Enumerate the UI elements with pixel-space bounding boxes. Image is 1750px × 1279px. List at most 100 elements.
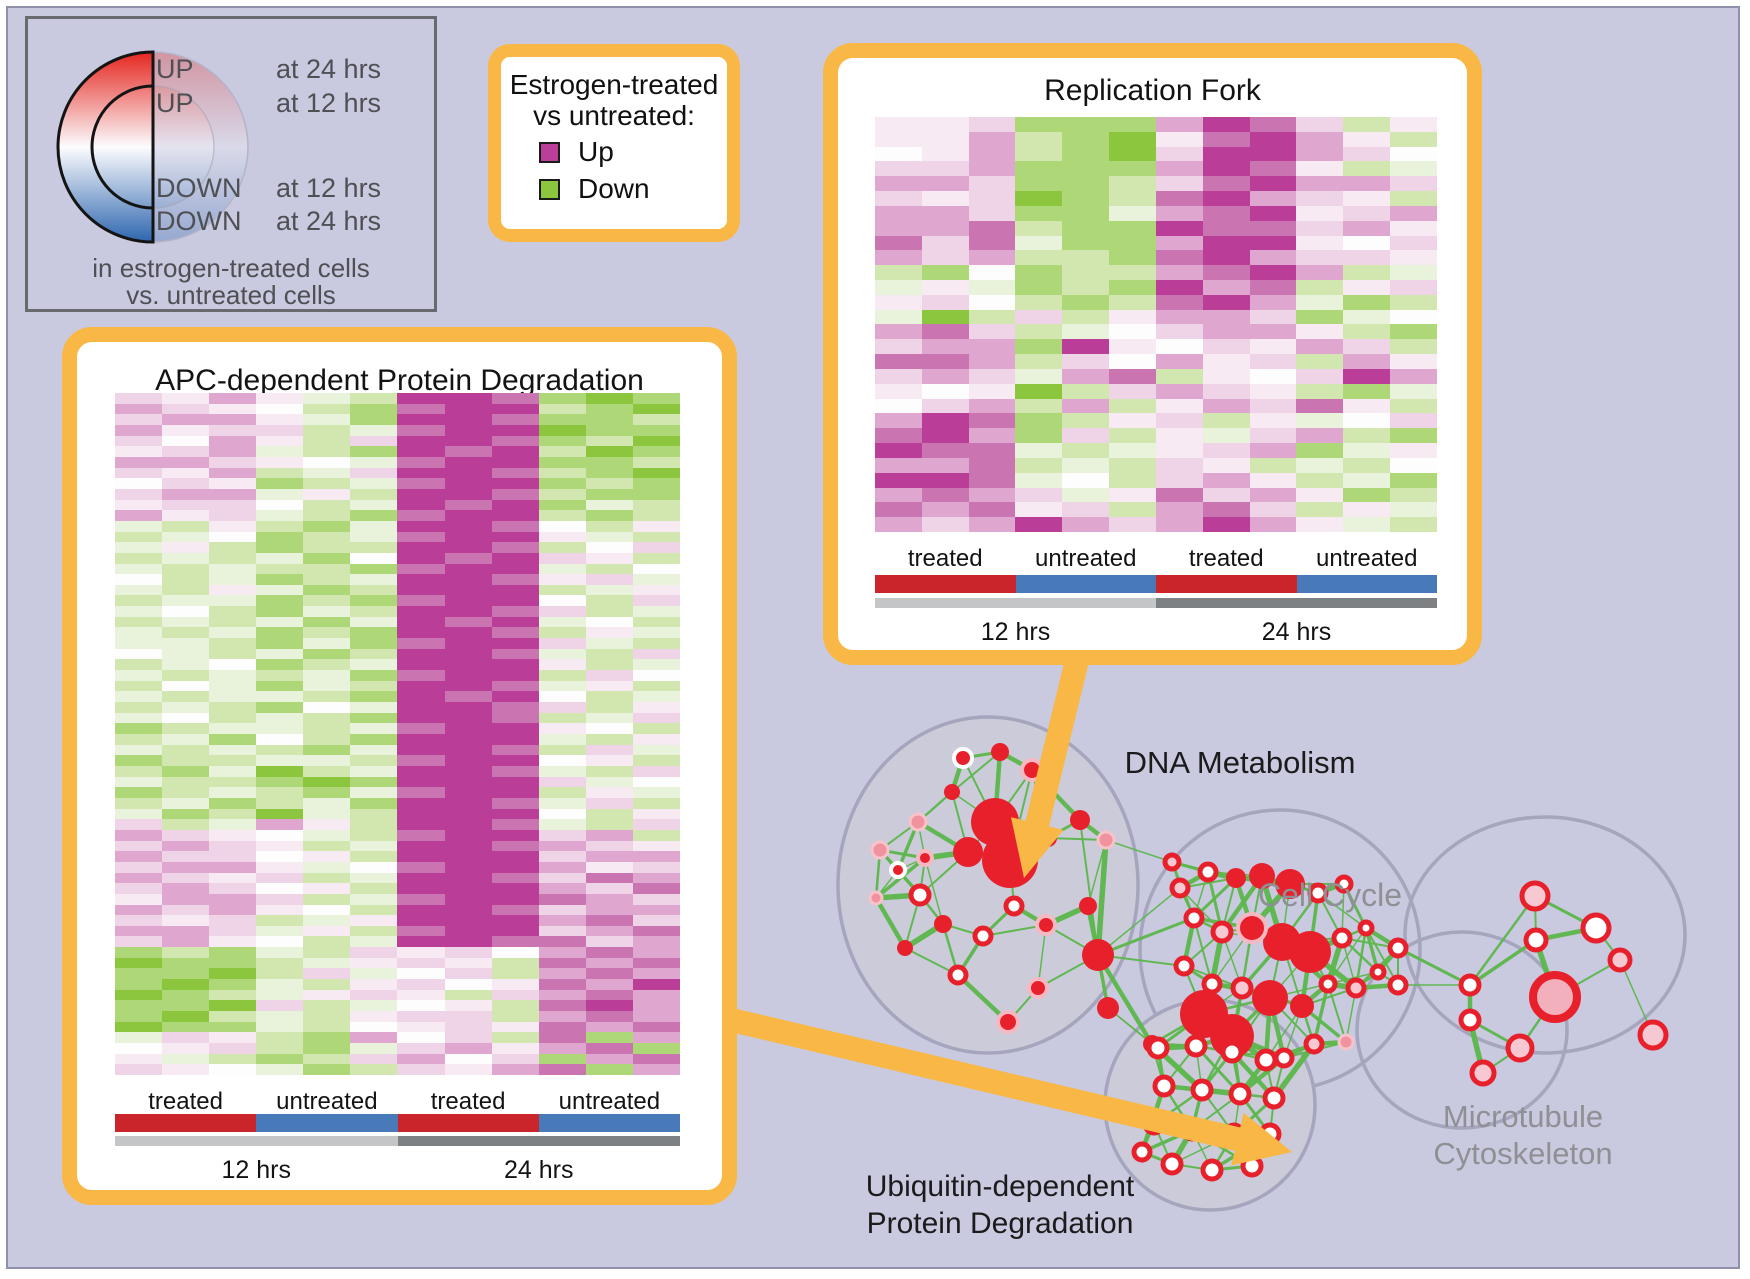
heatmap-cell [1296,161,1344,177]
heatmap-cell [397,478,445,489]
heatmap-cell [256,904,304,916]
heatmap-cell [350,712,398,724]
heatmap-cell [921,280,969,295]
heatmap-cell [397,456,445,468]
heatmap-cell [303,723,351,734]
gene-node [1184,1034,1208,1058]
heatmap-cell [585,1032,633,1044]
heatmap-cell [303,787,351,798]
heatmap-cell [632,606,680,617]
heatmap-cell [350,510,398,521]
heatmap-cell [491,638,539,649]
heatmap-cell [256,957,304,969]
heatmap-cell [350,638,398,649]
heatmap-cell [1109,191,1156,206]
heatmap-cell [303,435,351,447]
gene-node [1290,994,1314,1018]
heatmap-cell [491,1064,539,1075]
heatmap-cell [1249,250,1297,266]
heatmap-cell [1109,265,1156,281]
heatmap-cell [397,904,445,916]
heatmap-cell [115,712,163,724]
heatmap-cell [875,131,922,147]
heatmap-cell [538,456,586,468]
apc-time-12hrs: 12 hrs [221,1156,291,1184]
heatmap-cell [256,478,304,489]
heatmap-cell [397,755,445,766]
heatmap-cell [350,936,398,948]
heatmap-cell [1296,324,1344,340]
heatmap-cell [256,638,304,649]
heatmap-cell [1390,205,1437,221]
heatmap-cell [1062,280,1110,295]
heatmap-cell [1109,413,1156,429]
heatmap-cell [209,424,257,436]
heatmap-cell [209,904,257,916]
apc-time-bar-12 [115,1136,398,1146]
heatmap-cell [1296,191,1344,206]
replication-fork-panel: Replication Fork treated untreated treat… [823,43,1482,665]
heatmap-cell [1202,280,1250,295]
heatmap-cell [491,563,539,575]
heatmap-cell [538,467,586,479]
heatmap-cell [1062,457,1110,473]
heatmap-cell [1155,398,1203,414]
heatmap-cell [1390,309,1437,325]
heatmap-cell [162,595,210,607]
heatmap-cell [968,250,1016,266]
heatmap-cell [350,979,398,990]
heatmap-cell [491,414,539,425]
heatmap-cell [1343,265,1391,281]
heatmap-cell [538,424,586,436]
heatmap-cell [875,502,922,518]
heatmap-cell [1343,294,1391,310]
heatmap-cell [350,456,398,468]
heatmap-cell [303,947,351,958]
heatmap-cell [632,488,680,500]
heatmap-cell [209,1000,257,1012]
heatmap-cell [397,776,445,788]
heatmap-cell [538,478,586,489]
gene-node [1027,977,1049,999]
heatmap-cell [538,595,586,607]
heatmap-cell [209,947,257,958]
heatmap-cell [162,648,210,660]
heatmap-cell [1343,443,1391,458]
heatmap-cell [1202,131,1250,147]
heatmap-cell [444,883,492,894]
heatmap-cell [303,936,351,948]
heatmap-cell [115,1000,163,1012]
heatmap-cell [350,670,398,681]
heatmap-cell [875,205,922,221]
inner-ring-left-half [90,84,155,210]
heatmap-cell [256,840,304,852]
heatmap-cell [1015,517,1063,532]
gene-node [1273,1047,1295,1069]
heatmap-cell [162,1021,210,1033]
heatmap-cell [303,659,351,671]
heatmap-cell [585,840,633,852]
heatmap-cell [256,467,304,479]
network-edge [1327,927,1367,985]
repfork-heatmap-grid [875,117,1437,532]
heatmap-cell [968,131,1016,147]
heatmap-cell [350,829,398,841]
heatmap-cell [303,456,351,468]
heatmap-cell [875,517,922,532]
heatmap-cell [115,1043,163,1054]
heatmap-cell [115,542,163,553]
heatmap-cell [1202,472,1250,488]
heatmap-cell [303,915,351,926]
gene-node [1173,955,1195,977]
heatmap-cell [256,829,304,841]
heatmap-cell [115,403,163,415]
heatmap-cell [538,702,586,713]
heatmap-cell [444,638,492,649]
heatmap-cell [585,1021,633,1033]
heatmap-cell [491,787,539,798]
heatmap-cell [968,220,1016,236]
apc-time-bar [115,1136,680,1146]
heatmap-cell [115,915,163,926]
heatmap-cell [397,627,445,639]
heatmap-cell [397,808,445,820]
